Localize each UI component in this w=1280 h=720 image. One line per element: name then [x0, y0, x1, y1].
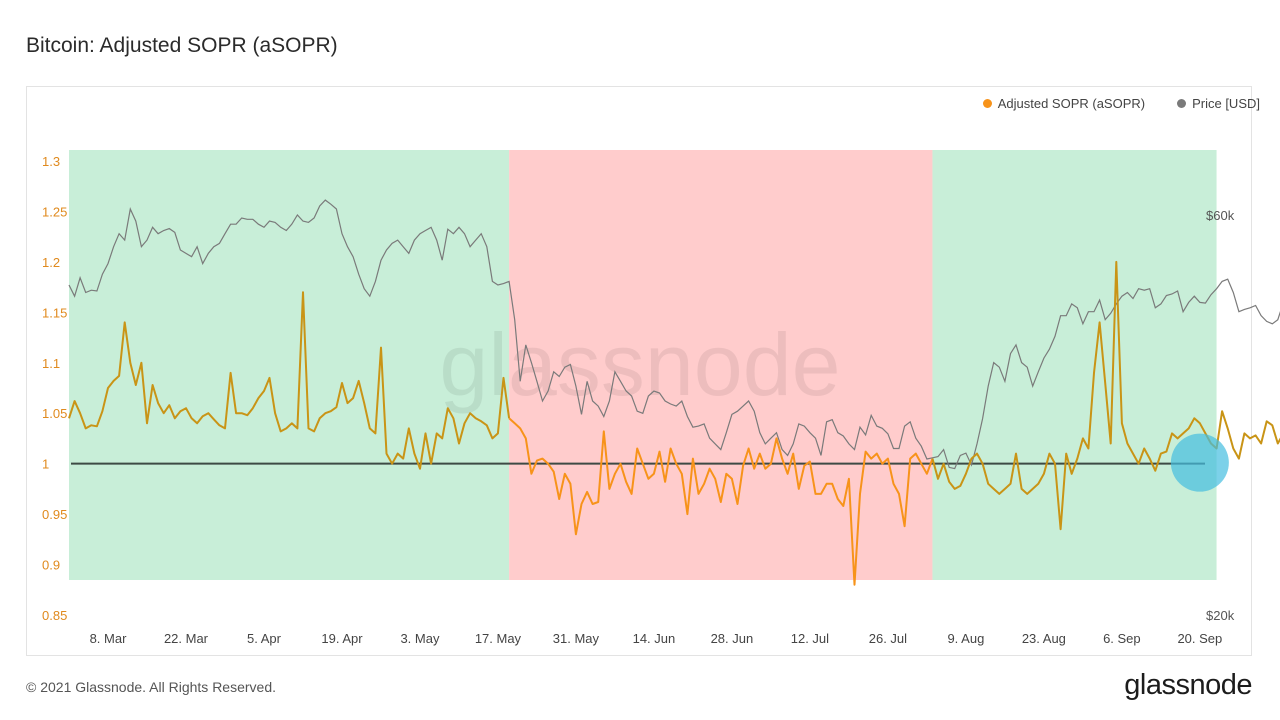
- x-tick: 8. Mar: [90, 631, 128, 646]
- highlight-circle: [1170, 433, 1229, 492]
- watermark-text: glassnode: [439, 315, 840, 414]
- x-tick: 19. Apr: [321, 631, 363, 646]
- zone-green-2: [932, 150, 1217, 580]
- x-tick: 9. Aug: [947, 631, 984, 646]
- y-tick-left: 1.15: [42, 305, 67, 320]
- y-tick-right: $60k: [1206, 208, 1235, 223]
- x-tick: 5. Apr: [247, 631, 282, 646]
- price-line: [68, 199, 1280, 470]
- copyright-text: © 2021 Glassnode. All Rights Reserved.: [26, 679, 277, 695]
- y-tick-left: 1.1: [42, 356, 60, 371]
- x-tick: 31. May: [553, 631, 600, 646]
- x-tick: 20. Sep: [1177, 631, 1222, 646]
- x-tick: 12. Jul: [791, 631, 829, 646]
- asopr-line-green-1: [68, 291, 511, 470]
- y-tick-left: 0.85: [42, 608, 67, 623]
- y-tick-left: 0.95: [42, 507, 67, 522]
- y-tick-left: 1.2: [42, 255, 60, 270]
- x-tick: 17. May: [475, 631, 522, 646]
- y-tick-left: 0.9: [42, 558, 60, 573]
- x-tick: 23. Aug: [1022, 631, 1066, 646]
- zone-red-1: [509, 150, 933, 580]
- y-tick-left: 1.25: [42, 204, 67, 219]
- x-tick: 14. Jun: [633, 631, 676, 646]
- x-tick: 6. Sep: [1103, 631, 1141, 646]
- y-tick-left: 1.3: [42, 154, 60, 169]
- page-title: Bitcoin: Adjusted SOPR (aSOPR): [26, 34, 338, 57]
- x-tick: 3. May: [400, 631, 440, 646]
- legend-item-asopr[interactable]: Adjusted SOPR (aSOPR): [982, 96, 1146, 111]
- x-tick: 28. Jun: [711, 631, 754, 646]
- legend-label-asopr: Adjusted SOPR (aSOPR): [997, 96, 1146, 111]
- asopr-line-green-2: [931, 260, 1280, 531]
- x-tick: 26. Jul: [869, 631, 907, 646]
- asopr-line-red: [508, 417, 934, 586]
- glassnode-logo[interactable]: glassnode: [1124, 669, 1252, 701]
- legend-dot-price: [1177, 99, 1187, 108]
- y-tick-left: 1.05: [42, 406, 67, 421]
- legend-item-price[interactable]: Price [USD]: [1177, 96, 1260, 111]
- y-tick-right: $20k: [1206, 608, 1235, 623]
- legend-label-price: Price [USD]: [1192, 96, 1260, 111]
- x-tick: 22. Mar: [164, 631, 209, 646]
- y-tick-left: 1: [42, 457, 49, 472]
- legend: Adjusted SOPR (aSOPR) Price [USD]: [982, 96, 1260, 111]
- legend-dot-asopr: [982, 99, 992, 108]
